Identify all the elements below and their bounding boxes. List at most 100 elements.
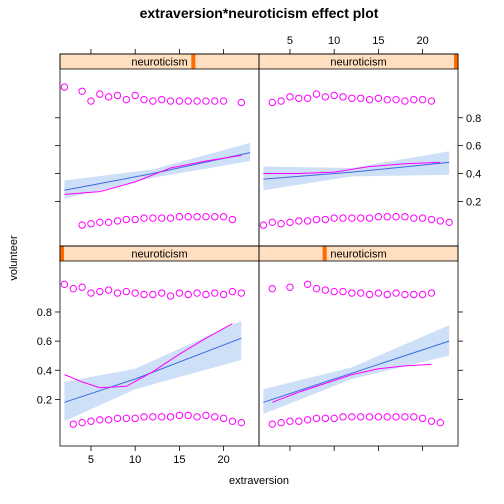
data-point [410,95,418,104]
panel-bottom-left: neuroticism [59,245,260,447]
y-tick-label: 0.4 [37,365,52,377]
fit-line [263,161,450,180]
y-tick-label: 0.2 [466,196,481,208]
data-point [228,417,237,425]
data-point [339,287,347,296]
data-point [149,214,157,222]
smooth-line [64,323,233,389]
x-axis-label: extraversion [229,475,289,487]
data-point [330,91,338,100]
data-point [303,280,312,289]
data-point [339,413,347,421]
data-point [202,97,210,105]
data-point [237,289,246,297]
y-axis-label: volunteer [8,235,20,281]
strip-level-marker [454,54,458,69]
data-point [303,217,312,225]
data-point [140,214,148,222]
data-point [149,97,157,105]
data-point [175,97,184,105]
data-point [392,413,400,421]
data-point [184,411,192,420]
confidence-band [64,320,242,422]
data-point [140,95,148,104]
data-point [122,414,131,423]
data-point [418,214,427,222]
data-point [104,416,113,424]
confidence-band [64,142,251,199]
data-point [348,289,356,297]
data-point [357,289,365,297]
data-point [348,214,356,222]
data-point [149,290,157,299]
data-point [166,214,175,222]
data-point [184,97,192,105]
data-point [286,218,294,227]
data-point [365,214,374,222]
data-point [436,418,445,427]
data-point [295,217,303,225]
strip-level-marker [60,246,64,261]
data-point [87,97,95,105]
data-point [140,413,148,421]
y-tick-label: 0.2 [37,394,52,406]
data-point [374,213,383,221]
smooth-line [263,161,441,175]
x-tick-label: 10 [328,35,340,47]
data-point [330,287,338,296]
data-point [87,289,95,297]
data-point [78,283,86,291]
data-point [286,93,294,101]
fit-line [263,340,450,403]
data-point [374,289,383,297]
smooth-line [64,154,242,195]
data-point [427,417,436,425]
data-point [211,97,219,105]
data-point [383,213,391,221]
data-point [202,411,210,420]
data-point [158,95,166,104]
data-point [312,284,321,293]
data-point [228,215,237,224]
data-point [175,213,184,221]
data-point [193,97,201,105]
data-point [383,413,391,421]
data-point [219,97,228,105]
data-point [193,413,201,421]
data-point [158,214,166,222]
data-point [286,417,294,425]
axes-group: 5 10 15 20 0.2 0.4 0.6 0.8 5 10 15 20 0.2 0.4 0.6 0.8 [37,35,482,466]
strip-label: neuroticism [330,249,386,261]
data-point [158,289,166,297]
x-tick-label: 5 [287,35,293,47]
data-point [122,215,131,224]
data-point [357,413,365,421]
data-point [175,289,184,297]
data-point [228,287,237,296]
data-point [149,413,157,421]
x-tick-label: 15 [372,35,384,47]
data-point [69,284,77,293]
data-point [418,95,427,104]
x-tick-label: 15 [173,454,185,466]
data-point [87,220,95,228]
data-point [96,416,104,424]
x-tick-label: 20 [416,35,428,47]
data-point [401,97,409,105]
x-tick-label: 10 [129,454,141,466]
data-point [374,94,383,102]
data-point [392,289,400,297]
data-point [122,95,131,104]
data-point [295,94,303,102]
data-point [339,214,347,222]
y-tick-label: 0.8 [37,307,52,319]
data-point [374,413,383,421]
data-point [383,95,391,104]
data-point [427,289,436,297]
data-point [312,215,321,224]
x-tick-label: 20 [217,454,229,466]
y-tick-label: 0.8 [466,113,481,125]
data-point [436,217,445,225]
data-point [418,414,427,423]
